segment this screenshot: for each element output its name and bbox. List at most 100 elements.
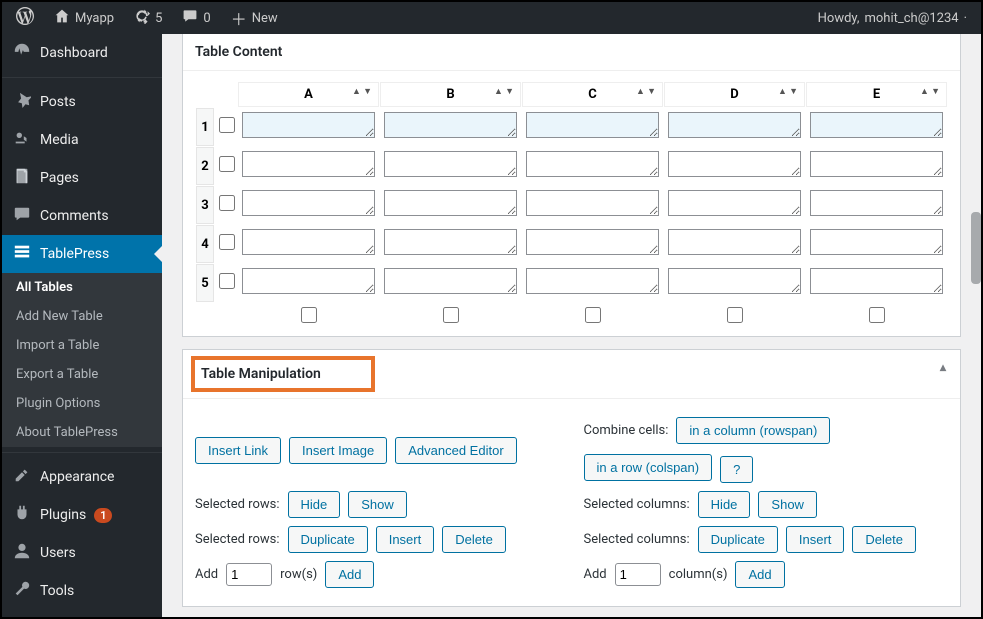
table-editor: A▲ ▼B▲ ▼C▲ ▼D▲ ▼E▲ ▼ 12345 (195, 81, 948, 332)
selected-columns-edit-label: Selected columns: (584, 532, 690, 547)
cell-input[interactable] (668, 268, 801, 294)
menu-badge: 1 (94, 508, 112, 523)
rows-show-button[interactable]: Show (348, 491, 407, 518)
cell-input[interactable] (242, 112, 375, 138)
column-select-checkbox[interactable] (869, 307, 885, 323)
row-select-checkbox[interactable] (219, 234, 235, 250)
add-cols-label: Add (584, 567, 607, 582)
cols-hide-button[interactable]: Hide (698, 491, 751, 518)
cell-input[interactable] (668, 229, 801, 255)
cell-input[interactable] (526, 151, 659, 177)
site-link[interactable]: Myapp (48, 8, 120, 28)
submenu-item[interactable]: Add New Table (2, 302, 162, 331)
cols-delete-button[interactable]: Delete (852, 526, 916, 553)
rowspan-button[interactable]: in a column (rowspan) (676, 417, 830, 444)
add-cols-button[interactable]: Add (735, 561, 784, 588)
cell-input[interactable] (810, 229, 943, 255)
comments-link[interactable]: 0 (176, 8, 216, 28)
colspan-button[interactable]: in a row (colspan) (584, 454, 713, 481)
sort-icon[interactable]: ▲ ▼ (494, 88, 514, 96)
cell-input[interactable] (810, 112, 943, 138)
menu-label: Posts (40, 94, 76, 110)
rows-hide-button[interactable]: Hide (288, 491, 341, 518)
menu-item-users[interactable]: Users (2, 534, 162, 572)
sort-icon[interactable]: ▲ ▼ (920, 88, 940, 96)
user-name: mohit_ch@1234 (864, 11, 958, 26)
wp-logo[interactable] (10, 7, 40, 29)
rows-insert-button[interactable]: Insert (376, 526, 435, 553)
sort-icon[interactable]: ▲ ▼ (636, 88, 656, 96)
table-manipulation-header[interactable]: Table Manipulation (183, 350, 960, 399)
column-header[interactable]: E▲ ▼ (806, 82, 947, 107)
sort-icon[interactable]: ▲ ▼ (352, 88, 372, 96)
cell-input[interactable] (384, 268, 517, 294)
rows-duplicate-button[interactable]: Duplicate (288, 526, 368, 553)
sort-icon[interactable]: ▲ ▼ (778, 88, 798, 96)
cell-input[interactable] (668, 151, 801, 177)
row-select-checkbox[interactable] (219, 195, 235, 211)
content-area: Table Content A▲ ▼B▲ ▼C▲ ▼D▲ ▼E▲ ▼ 12345… (162, 34, 981, 617)
column-header[interactable]: C▲ ▼ (522, 82, 663, 107)
cols-duplicate-button[interactable]: Duplicate (698, 526, 778, 553)
rows-delete-button[interactable]: Delete (442, 526, 506, 553)
row-select-checkbox[interactable] (219, 273, 235, 289)
account-link[interactable]: Howdy, mohit_ch@1234 · (812, 11, 973, 26)
cell-input[interactable] (242, 190, 375, 216)
cols-show-button[interactable]: Show (758, 491, 817, 518)
menu-item-tablepress[interactable]: TablePress (2, 235, 162, 273)
combine-cells-label: Combine cells: (584, 423, 669, 438)
updates-link[interactable]: 5 (128, 8, 168, 28)
cell-input[interactable] (810, 190, 943, 216)
add-cols-input[interactable] (615, 563, 661, 586)
cell-input[interactable] (384, 229, 517, 255)
submenu-item[interactable]: Import a Table (2, 331, 162, 360)
menu-item-dashboard[interactable]: Dashboard (2, 34, 162, 72)
cell-input[interactable] (668, 112, 801, 138)
add-rows-input[interactable] (226, 563, 272, 586)
user-icon (12, 542, 32, 564)
cell-input[interactable] (384, 151, 517, 177)
cell-input[interactable] (384, 112, 517, 138)
advanced-editor-button[interactable]: Advanced Editor (395, 437, 516, 464)
column-select-checkbox[interactable] (301, 307, 317, 323)
cell-input[interactable] (242, 229, 375, 255)
submenu-item[interactable]: Plugin Options (2, 389, 162, 418)
column-select-checkbox[interactable] (727, 307, 743, 323)
column-select-checkbox[interactable] (585, 307, 601, 323)
cell-input[interactable] (384, 190, 517, 216)
cell-input[interactable] (668, 190, 801, 216)
column-header[interactable]: B▲ ▼ (380, 82, 521, 107)
column-header[interactable]: D▲ ▼ (664, 82, 805, 107)
add-rows-button[interactable]: Add (325, 561, 374, 588)
submenu-item[interactable]: All Tables (2, 273, 162, 302)
row-number: 3 (196, 186, 214, 224)
column-select-checkbox[interactable] (443, 307, 459, 323)
cell-input[interactable] (526, 268, 659, 294)
cell-input[interactable] (810, 268, 943, 294)
row-select-checkbox[interactable] (219, 156, 235, 172)
menu-item-posts[interactable]: Posts (2, 83, 162, 121)
combine-help-button[interactable]: ? (720, 456, 753, 483)
insert-image-button[interactable]: Insert Image (289, 437, 387, 464)
cell-input[interactable] (526, 112, 659, 138)
menu-item-plugins[interactable]: Plugins 1 (2, 496, 162, 534)
menu-item-appearance[interactable]: Appearance (2, 458, 162, 496)
cell-input[interactable] (242, 268, 375, 294)
insert-link-button[interactable]: Insert Link (195, 437, 281, 464)
cell-input[interactable] (526, 190, 659, 216)
menu-item-media[interactable]: Media (2, 121, 162, 159)
submenu-item[interactable]: About TablePress (2, 418, 162, 447)
menu-item-pages[interactable]: Pages (2, 159, 162, 197)
row-select-checkbox[interactable] (219, 117, 235, 133)
cell-input[interactable] (526, 229, 659, 255)
submenu-item[interactable]: Export a Table (2, 360, 162, 389)
cell-input[interactable] (810, 151, 943, 177)
cols-insert-button[interactable]: Insert (786, 526, 845, 553)
tool-icon (12, 580, 32, 602)
menu-item-tools[interactable]: Tools (2, 572, 162, 610)
scrollbar-thumb[interactable] (971, 212, 981, 284)
cell-input[interactable] (242, 151, 375, 177)
new-link[interactable]: ＋ New (225, 6, 284, 30)
column-header[interactable]: A▲ ▼ (238, 82, 379, 107)
menu-item-comments[interactable]: Comments (2, 197, 162, 235)
